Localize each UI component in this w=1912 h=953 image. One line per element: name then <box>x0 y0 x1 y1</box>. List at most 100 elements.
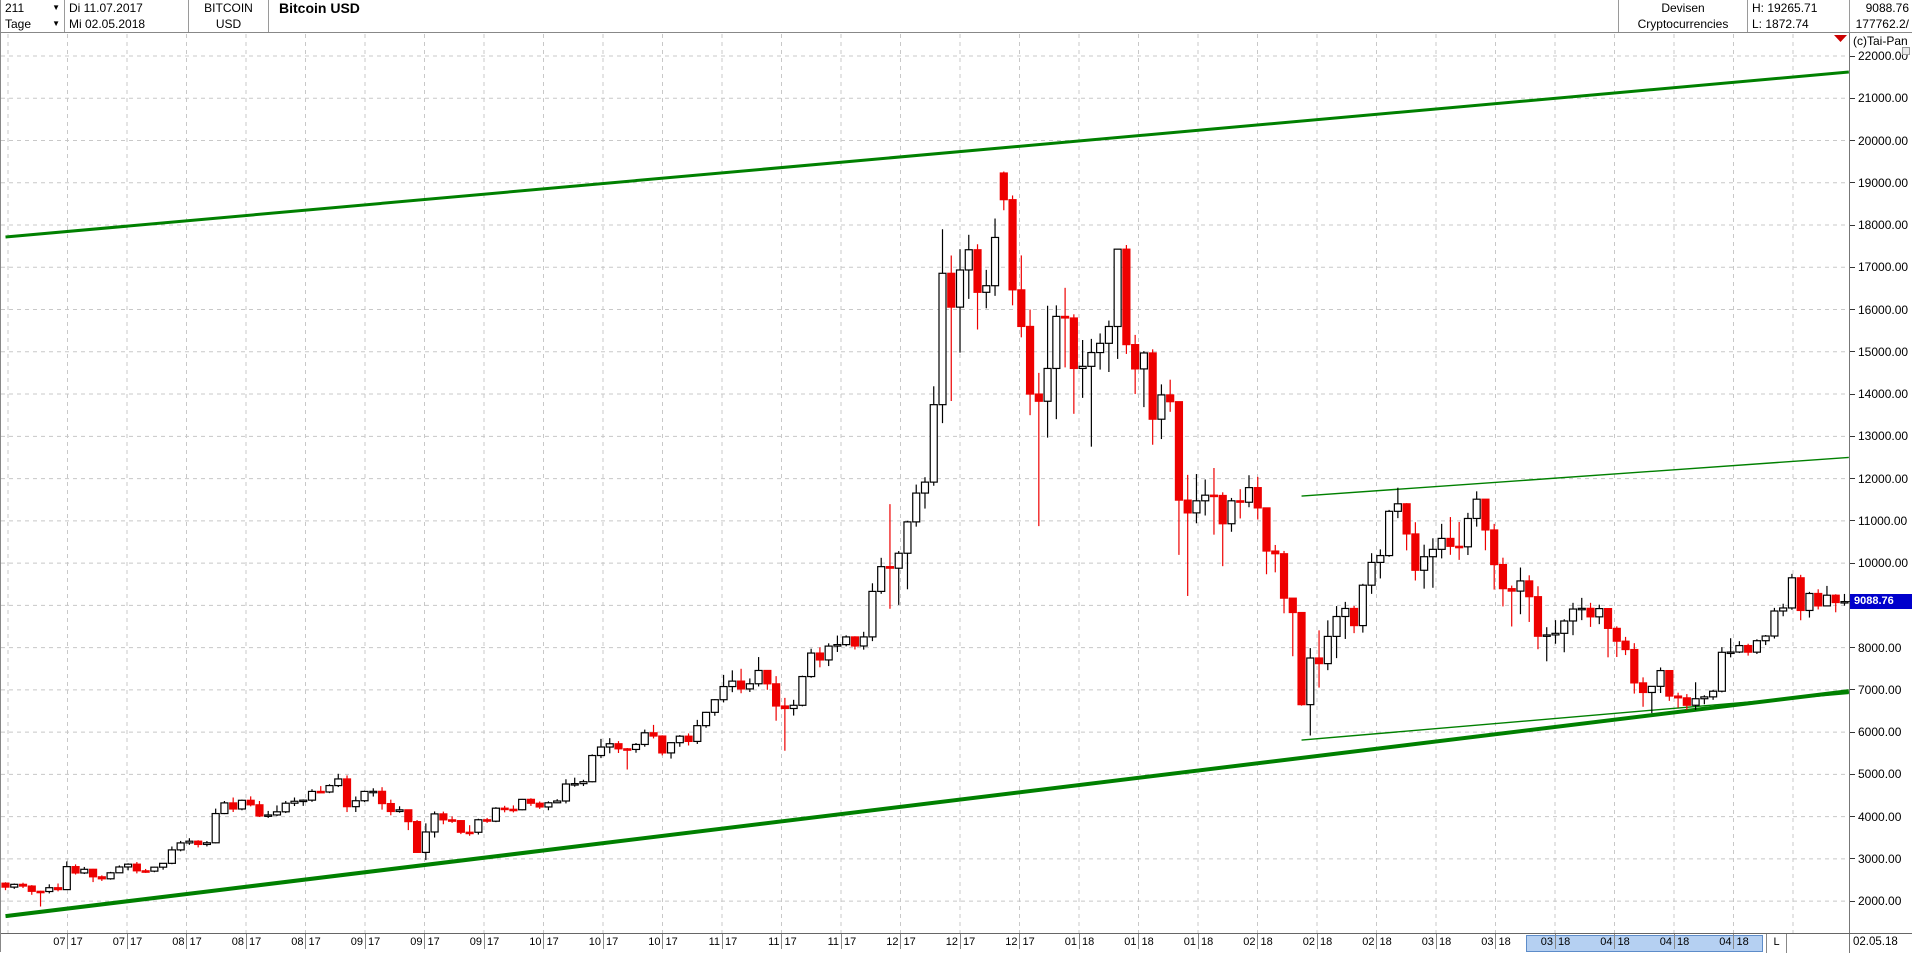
candle-body <box>1069 317 1078 370</box>
candle-body <box>701 711 711 727</box>
candle-body <box>763 669 772 685</box>
candle-body <box>868 590 877 638</box>
date-tick-month: 02 <box>1302 936 1315 948</box>
candle-body <box>1787 577 1797 609</box>
candle-body <box>1376 554 1385 564</box>
candle-body <box>1428 548 1437 558</box>
candle-body <box>526 798 536 804</box>
candle-body <box>929 404 938 483</box>
candle-body <box>1463 517 1473 548</box>
candle-body <box>1131 344 1140 370</box>
candle-body <box>640 732 649 746</box>
divider <box>1785 934 1787 953</box>
candle-body <box>1253 487 1262 509</box>
candle-body <box>1814 592 1823 607</box>
candle-body <box>649 732 658 737</box>
date-tick-year: 18 <box>1498 936 1511 948</box>
price-tick <box>1850 309 1855 311</box>
bars-count-dropdown[interactable]: 211 ▼ <box>5 0 60 16</box>
candle-body <box>290 800 299 804</box>
date-tick-month: 11 <box>708 936 720 948</box>
timeframe-dropdown[interactable]: Tage ▼ <box>5 16 60 32</box>
candle-body <box>150 866 159 872</box>
price-tick <box>1850 858 1855 860</box>
red-triangle-marker-icon[interactable] <box>1834 35 1847 42</box>
candle-body <box>1139 352 1149 370</box>
candle-body <box>1498 563 1508 590</box>
date-tick <box>305 934 306 949</box>
candle-body <box>1201 494 1210 502</box>
date-tick-year: 17 <box>249 936 262 948</box>
candle-body <box>518 798 527 811</box>
candle-body <box>1621 640 1630 651</box>
candle-body <box>360 790 369 802</box>
candle-body <box>421 831 430 853</box>
candle-body <box>500 807 509 811</box>
date-tick <box>602 934 604 949</box>
candle-body <box>772 683 781 707</box>
candle-body <box>693 725 702 743</box>
date-tick <box>186 934 187 949</box>
candle-body <box>377 790 387 805</box>
candle-body <box>123 863 133 868</box>
last-price-value: 9088.76 <box>1865 1 1909 15</box>
price-tick <box>1850 731 1855 733</box>
candle-body <box>754 669 763 685</box>
date-axis: L 02.05.18 07 17 07 17 08 17 08 17 08 17 09 17 09 17 0… <box>1 933 1912 953</box>
candle-body <box>1647 685 1656 694</box>
chart-title-cell: Bitcoin USD <box>269 0 1618 32</box>
date-tick <box>1138 934 1139 949</box>
candle-body <box>920 481 930 494</box>
candle-body <box>369 790 378 794</box>
candle-body <box>1840 600 1849 604</box>
period-high-label: H: 19265.71 <box>1752 1 1818 15</box>
candle-body <box>1822 594 1832 607</box>
date-tick <box>1019 934 1020 949</box>
candle-body <box>1717 651 1726 692</box>
date-tick-year: 17 <box>725 936 738 948</box>
candle-body <box>903 521 912 554</box>
axis-resize-handle[interactable] <box>1902 47 1910 55</box>
mid-support-line <box>1301 692 1849 741</box>
price-tick <box>1850 351 1855 353</box>
category-cell: Devisen Cryptocurrencies <box>1618 0 1748 32</box>
date-tick-month: 07 <box>53 936 66 948</box>
candle-body <box>1472 498 1481 520</box>
candle-body <box>824 645 833 661</box>
date-tick <box>364 934 366 949</box>
date-tick-month: 12 <box>886 936 899 948</box>
candle-body <box>1490 529 1499 566</box>
date-tick <box>1316 934 1318 949</box>
date-tick-year: 17 <box>784 936 797 948</box>
candle-body <box>456 820 465 833</box>
date-tick-year: 18 <box>1201 936 1214 948</box>
candle-body <box>535 802 544 808</box>
date-tick-year: 17 <box>368 936 381 948</box>
date-tick-month: 03 <box>1481 936 1494 948</box>
candle-body <box>1831 594 1840 604</box>
candle-body <box>1183 499 1192 514</box>
date-tick-year: 18 <box>1082 936 1095 948</box>
period-low-label: L: 1872.74 <box>1752 17 1809 31</box>
price-tick <box>1850 520 1855 522</box>
date-tick-month: 08 <box>291 936 304 948</box>
candle-body <box>1236 500 1245 503</box>
candle-body <box>964 249 973 271</box>
date-tick-year: 17 <box>427 936 440 948</box>
date-tick-year: 18 <box>1736 936 1749 948</box>
date-tick-month: 10 <box>588 936 601 948</box>
date-from-field[interactable]: Di 11.07.2017 <box>69 1 143 15</box>
candle-body <box>430 813 439 833</box>
price-tick <box>1850 393 1855 395</box>
price-tick-label: 6000.00 <box>1858 725 1902 740</box>
date-tick <box>959 934 961 949</box>
candle-body <box>1341 607 1350 618</box>
candle-body <box>675 735 684 744</box>
candle-body <box>973 249 982 293</box>
date-tick-year: 18 <box>1439 936 1452 948</box>
date-to-field[interactable]: Mi 02.05.2018 <box>69 17 146 31</box>
candle-body <box>658 735 667 754</box>
candle-body <box>1411 533 1420 571</box>
chart-plot-area[interactable] <box>1 0 1849 952</box>
candle-body <box>745 683 754 690</box>
